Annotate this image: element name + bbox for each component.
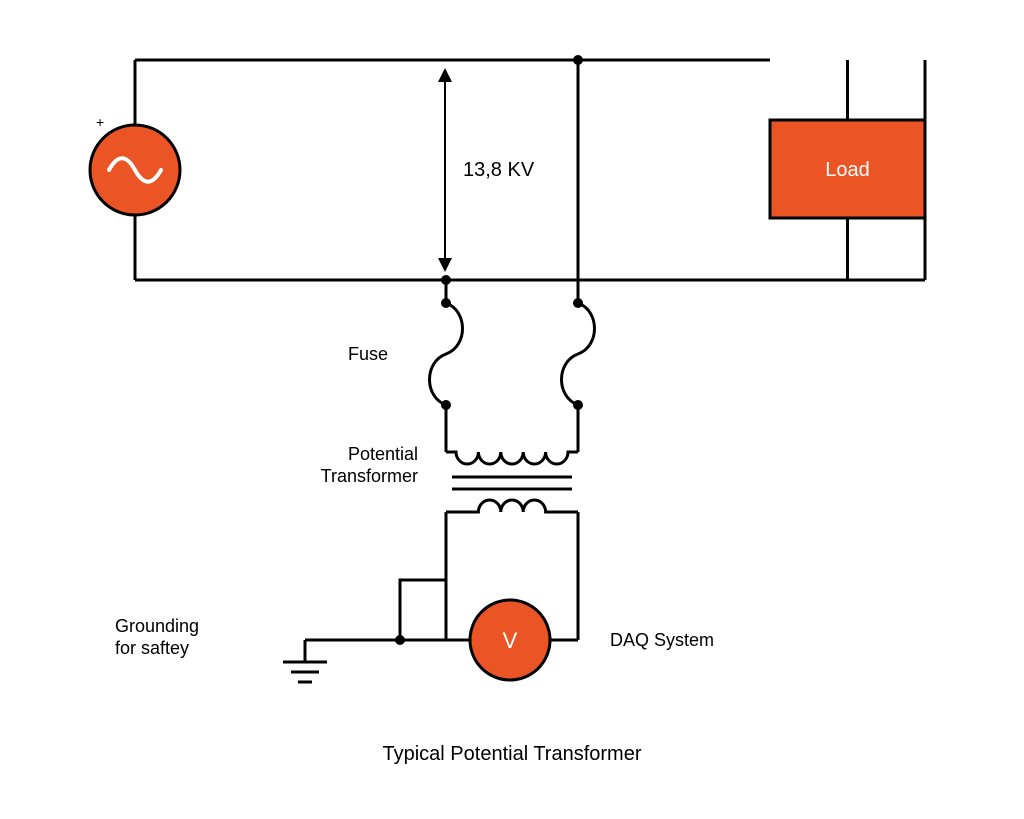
voltage-arrow-down bbox=[438, 258, 452, 272]
wire-secondary-to-meter-left bbox=[400, 580, 470, 640]
transformer-primary-coil bbox=[446, 452, 578, 464]
transformer-label-2: Transformer bbox=[321, 466, 418, 486]
voltmeter-label: V bbox=[503, 628, 518, 653]
ground-label-1: Grounding bbox=[115, 616, 199, 636]
ground-label-2: for saftey bbox=[115, 638, 189, 658]
transformer-label-1: Potential bbox=[348, 444, 418, 464]
voltage-label: 13,8 KV bbox=[463, 159, 535, 181]
fuse-icon bbox=[430, 303, 463, 405]
node-tap-bottom bbox=[441, 275, 451, 285]
voltage-arrow-up bbox=[438, 68, 452, 82]
load-label: Load bbox=[825, 159, 870, 181]
diagram-title: Typical Potential Transformer bbox=[383, 743, 642, 765]
daq-label: DAQ System bbox=[610, 630, 714, 650]
transformer-secondary-coil bbox=[446, 500, 578, 512]
fuse-label: Fuse bbox=[348, 344, 388, 364]
source-polarity-plus: + bbox=[96, 114, 104, 130]
circuit-diagram: + Load 13,8 KV Fuse V PotentialTransformer DAQ… bbox=[0, 0, 1024, 819]
fuse-icon bbox=[562, 303, 595, 405]
